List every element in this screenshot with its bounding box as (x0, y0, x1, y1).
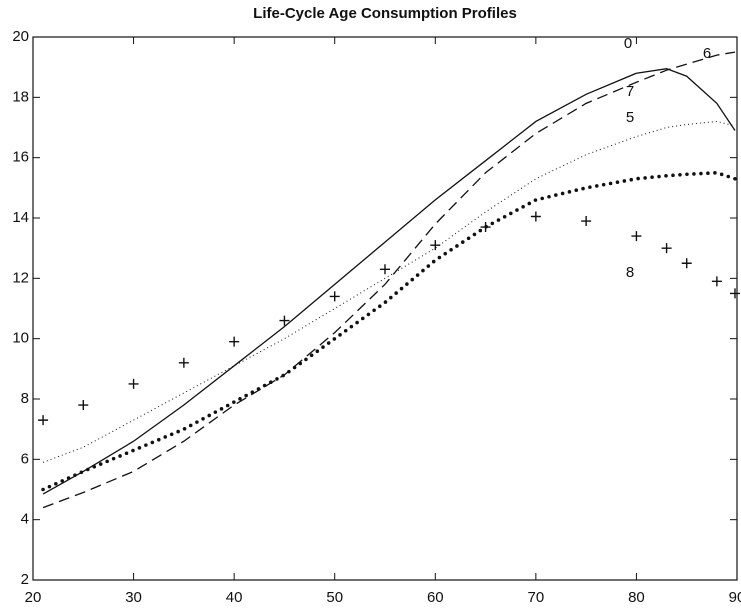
plus-marker (631, 231, 642, 242)
x-tick-label: 60 (427, 589, 444, 606)
y-tick-label: 16 (12, 149, 29, 166)
y-tick-label: 20 (12, 28, 29, 45)
plus-marker (178, 357, 189, 368)
plus-marker (729, 288, 740, 299)
plus-marker (229, 336, 240, 347)
series-line (41, 170, 737, 492)
plus-marker (661, 243, 672, 254)
series-line (42, 68, 736, 495)
x-tick-label: 50 (326, 589, 343, 606)
plus-marker (581, 216, 592, 227)
plus-marker (380, 264, 390, 275)
plus-marker (480, 222, 491, 233)
y-tick-label: 12 (12, 269, 29, 286)
series-label: 5 (626, 109, 634, 126)
plus-marker (430, 240, 441, 251)
series-label: 8 (626, 264, 634, 281)
chart-title: Life-Cycle Age Consumption Profiles (253, 5, 517, 22)
plus-marker (78, 400, 89, 411)
y-tick-label: 14 (12, 209, 29, 226)
series-label: 6 (703, 45, 711, 62)
y-tick-label: 10 (12, 330, 29, 347)
plus-marker (279, 315, 290, 326)
x-tick-label: 90 (729, 589, 741, 606)
series-line (42, 51, 736, 509)
y-tick-label: 6 (21, 450, 29, 467)
x-tick-label: 40 (226, 589, 243, 606)
plot-frame (32, 36, 738, 581)
y-tick-label: 4 (21, 511, 29, 528)
y-tick-label: 2 (21, 571, 29, 588)
x-tick-label: 70 (528, 589, 545, 606)
series-label: 0 (624, 35, 632, 52)
plus-marker (38, 415, 49, 426)
plus-marker (128, 378, 139, 389)
series-label: 7 (626, 83, 634, 100)
plus-marker (711, 276, 722, 287)
y-tick-label: 8 (21, 390, 29, 407)
plus-marker (329, 291, 340, 302)
x-tick-label: 80 (628, 589, 645, 606)
plus-marker (681, 258, 692, 269)
series-line (42, 120, 736, 463)
x-tick-label: 30 (125, 589, 142, 606)
y-tick-label: 18 (12, 88, 29, 105)
plus-marker (530, 211, 541, 222)
x-tick-label: 20 (25, 589, 42, 606)
